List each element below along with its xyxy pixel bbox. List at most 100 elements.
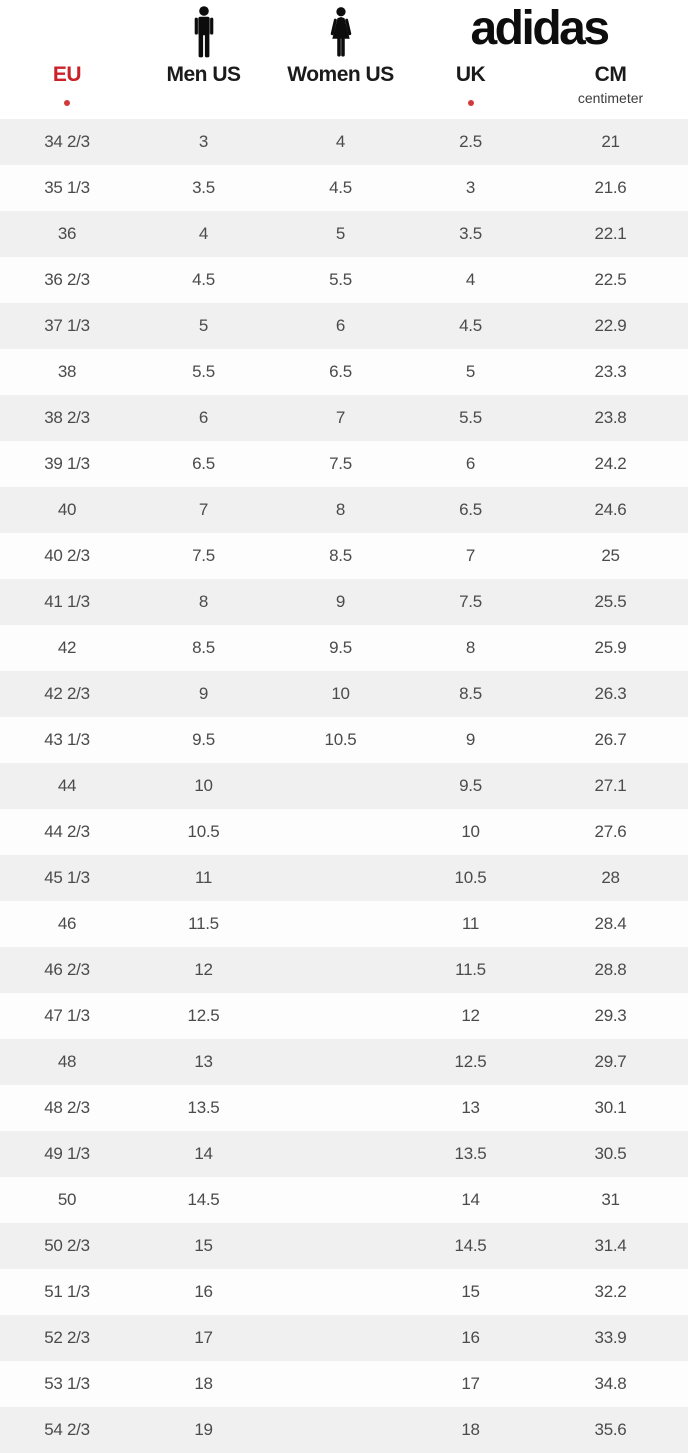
table-cell: 19 xyxy=(194,1420,213,1439)
table-cell: 11 xyxy=(194,868,213,887)
table-row: 46 2/3 12 11.5 28.8 xyxy=(0,947,688,993)
table-cell: 35 1/3 xyxy=(44,178,90,197)
table-cell: 8 xyxy=(335,500,346,519)
table-row: 50 14.5 14 31 xyxy=(0,1177,688,1223)
table-cell: 36 xyxy=(57,224,77,243)
table-cell: 41 1/3 xyxy=(44,592,90,611)
table-cell: 49 1/3 xyxy=(44,1144,90,1163)
table-cell: 48 2/3 xyxy=(44,1098,90,1117)
table-cell: 5 xyxy=(198,316,209,335)
table-cell: 40 2/3 xyxy=(44,546,90,565)
table-cell: 27.1 xyxy=(594,776,627,795)
column-header-cm-sublabel: centimeter xyxy=(577,90,644,106)
table-cell: 23.3 xyxy=(594,362,627,381)
table-cell: 17 xyxy=(194,1328,213,1347)
table-cell: 38 xyxy=(57,362,77,381)
table-cell: 51 1/3 xyxy=(44,1282,90,1301)
table-cell: 34.8 xyxy=(594,1374,627,1393)
table-cell: 42 2/3 xyxy=(44,684,90,703)
header-column-women-us: Women US xyxy=(273,0,408,119)
table-cell: 9.5 xyxy=(329,638,352,657)
table-cell: 2.5 xyxy=(459,132,482,151)
table-row: 42 2/3 9 10 8.5 26.3 xyxy=(0,671,688,717)
table-cell: 8.5 xyxy=(192,638,215,657)
table-cell: 11.5 xyxy=(188,914,219,933)
table-cell: 48 xyxy=(57,1052,77,1071)
table-row: 51 1/3 16 15 32.2 xyxy=(0,1269,688,1315)
table-cell: 31.4 xyxy=(594,1236,627,1255)
table-row: 40 7 8 6.5 24.6 xyxy=(0,487,688,533)
table-cell: 43 1/3 xyxy=(44,730,90,749)
table-cell: 4.5 xyxy=(329,178,352,197)
table-cell: 6.5 xyxy=(329,362,352,381)
table-cell: 12 xyxy=(194,960,213,979)
table-cell: 13 xyxy=(194,1052,213,1071)
table-cell: 25.9 xyxy=(594,638,627,657)
table-cell: 10.5 xyxy=(324,730,357,749)
table-cell: 6.5 xyxy=(192,454,215,473)
table-cell: 52 2/3 xyxy=(44,1328,90,1347)
table-row: 39 1/3 6.5 7.5 6 24.2 xyxy=(0,441,688,487)
table-cell: 9 xyxy=(198,684,209,703)
table-row: 43 1/3 9.5 10.5 9 26.7 xyxy=(0,717,688,763)
woman-icon xyxy=(327,6,354,58)
table-cell: 45 1/3 xyxy=(44,868,90,887)
table-cell: 10.5 xyxy=(454,868,487,887)
table-cell: 10 xyxy=(461,822,480,841)
table-row: 35 1/3 3.5 4.5 3 21.6 xyxy=(0,165,688,211)
table-row: 36 2/3 4.5 5.5 4 22.5 xyxy=(0,257,688,303)
column-header-uk: UK xyxy=(455,63,486,86)
table-cell: 37 1/3 xyxy=(44,316,90,335)
table-cell: 5 xyxy=(465,362,476,381)
table-cell: 5.5 xyxy=(459,408,482,427)
table-cell: 50 xyxy=(57,1190,77,1209)
table-row: 53 1/3 18 17 34.8 xyxy=(0,1361,688,1407)
table-cell: 7 xyxy=(465,546,476,565)
table-cell: 24.2 xyxy=(594,454,627,473)
table-cell: 42 xyxy=(57,638,77,657)
table-cell: 10.5 xyxy=(187,822,220,841)
table-cell: 3 xyxy=(465,178,476,197)
table-cell: 53 1/3 xyxy=(44,1374,90,1393)
table-row: 41 1/3 8 9 7.5 25.5 xyxy=(0,579,688,625)
table-cell: 29.7 xyxy=(594,1052,627,1071)
table-cell: 4 xyxy=(465,270,476,289)
table-cell: 13.5 xyxy=(454,1144,487,1163)
table-cell: 21 xyxy=(601,132,620,151)
table-cell: 16 xyxy=(194,1282,213,1301)
table-cell: 32.2 xyxy=(594,1282,627,1301)
table-row: 49 1/3 14 13.5 30.5 xyxy=(0,1131,688,1177)
table-cell: 44 xyxy=(57,776,77,795)
adidas-logo: adidas xyxy=(470,2,610,55)
header-column-eu: EU xyxy=(0,0,134,119)
table-cell: 6 xyxy=(465,454,476,473)
table-cell: 7.5 xyxy=(329,454,352,473)
table-cell: 8 xyxy=(465,638,476,657)
table-cell: 8 xyxy=(198,592,209,611)
table-cell: 12 xyxy=(461,1006,480,1025)
table-cell: 44 2/3 xyxy=(44,822,90,841)
table-row: 50 2/3 15 14.5 31.4 xyxy=(0,1223,688,1269)
table-cell: 9.5 xyxy=(192,730,215,749)
table-cell: 36 2/3 xyxy=(44,270,90,289)
table-cell: 11 xyxy=(461,914,480,933)
man-icon xyxy=(192,6,216,58)
table-cell: 6 xyxy=(335,316,346,335)
header-column-uk: UK xyxy=(408,0,533,119)
table-cell: 15 xyxy=(461,1282,480,1301)
table-cell: 38 2/3 xyxy=(44,408,90,427)
table-cell: 50 2/3 xyxy=(44,1236,90,1255)
table-cell: 46 xyxy=(57,914,77,933)
table-cell: 28 xyxy=(601,868,620,887)
table-cell: 3 xyxy=(198,132,209,151)
table-cell: 13.5 xyxy=(187,1098,220,1117)
table-row: 42 8.5 9.5 8 25.9 xyxy=(0,625,688,671)
table-row: 38 5.5 6.5 5 23.3 xyxy=(0,349,688,395)
table-row: 52 2/3 17 16 33.9 xyxy=(0,1315,688,1361)
table-row: 37 1/3 5 6 4.5 22.9 xyxy=(0,303,688,349)
column-header-cm: CM xyxy=(594,63,627,86)
table-cell: 39 1/3 xyxy=(44,454,90,473)
table-cell: 29.3 xyxy=(594,1006,627,1025)
table-cell: 47 1/3 xyxy=(44,1006,90,1025)
